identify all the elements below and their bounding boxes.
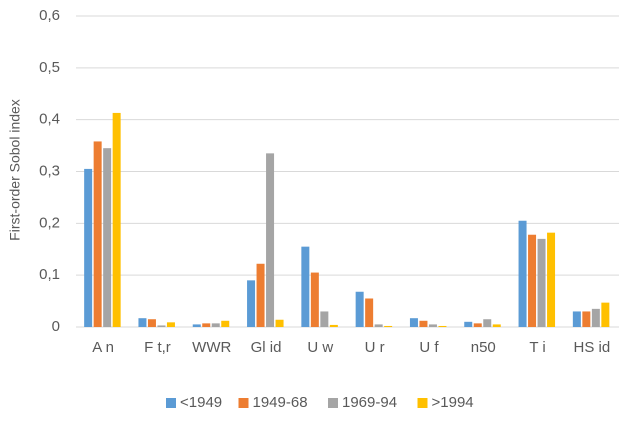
bar [247,280,256,327]
bar [365,298,374,327]
bar [537,238,546,327]
bar [202,323,211,327]
bar [492,324,501,327]
x-tick-label: U w [307,339,333,356]
legend-swatch [166,398,176,408]
bar [103,148,112,327]
y-tick-label: 0,2 [39,214,60,231]
x-tick-label: U f [419,339,439,356]
bar [157,325,166,327]
y-tick-label: 0,3 [39,162,60,179]
bar [473,323,482,327]
bar [93,141,102,327]
y-tick-label: 0 [52,318,60,335]
x-tick-label: T i [529,339,545,356]
x-tick-label: U r [365,339,385,356]
x-tick-label: F t,r [144,339,171,356]
x-tick-label: A n [92,339,114,356]
bar [320,311,329,327]
x-tick-label: n50 [471,339,496,356]
bar [301,246,310,327]
bar [428,324,437,327]
legend-label: >1994 [432,394,474,411]
legend-label: 1949-68 [253,394,308,411]
bar [419,320,428,327]
bar [266,153,275,327]
bar [464,321,473,327]
bar [438,325,447,327]
y-tick-label: 0,5 [39,59,60,76]
bar [211,323,220,327]
x-tick-label: HS id [574,339,611,356]
bar [275,319,284,327]
y-tick-label: 0,1 [39,266,60,283]
y-axis-label: First-order Sobol index [7,99,23,241]
legend-label: <1949 [180,394,222,411]
legend-swatch [417,398,428,408]
bar [601,302,610,327]
legend-swatch [238,398,249,408]
bar [528,234,537,327]
bar [547,232,556,327]
legend-label: 1969-94 [342,394,397,411]
bar [582,311,591,327]
legend-swatch [328,398,338,408]
bar [147,319,156,327]
bar [192,324,201,327]
bar [409,318,418,327]
bar [329,324,338,327]
x-tick-label: WWR [192,339,231,356]
bar [221,320,230,327]
bar [138,318,147,327]
bar [256,263,265,327]
bar [384,325,393,327]
y-tick-label: 0,6 [39,7,60,24]
bar [84,168,93,327]
bar [310,272,319,327]
bar [355,291,364,327]
x-tick-label: Gl id [251,339,282,356]
y-tick-label: 0,4 [39,111,60,128]
bar [518,220,527,327]
bar [483,319,492,327]
bar [166,322,175,327]
bar [374,324,383,327]
bar [112,112,121,327]
bar [591,308,600,327]
bar [572,311,581,327]
